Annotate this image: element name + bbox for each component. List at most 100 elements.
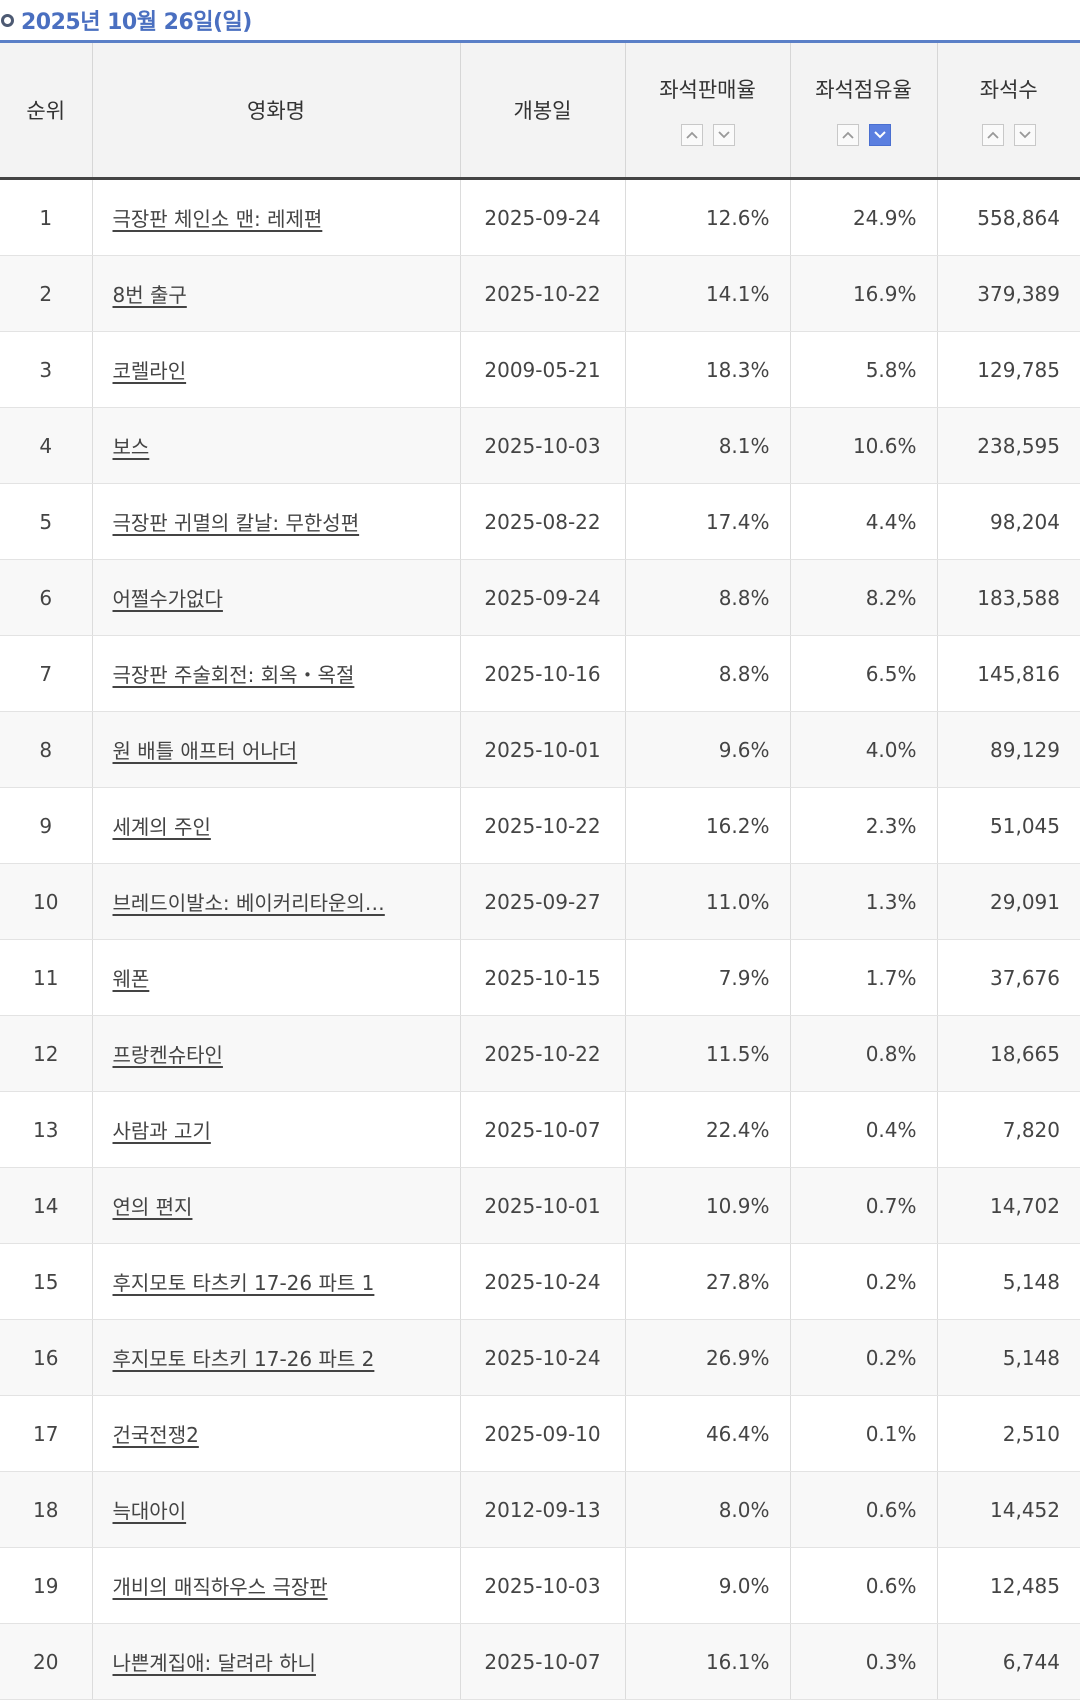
sort-share-asc-button[interactable] bbox=[836, 124, 859, 146]
sales-rate-cell: 26.9% bbox=[624, 1319, 790, 1396]
sort-seats-desc-button[interactable] bbox=[1013, 124, 1036, 146]
movie-title-link[interactable]: 후지모토 타츠키 17-26 파트 2 bbox=[112, 1347, 375, 1371]
share-cell: 4.0% bbox=[789, 711, 937, 788]
sort-share-desc-button[interactable] bbox=[868, 124, 891, 146]
column-header-seats: 좌석수 bbox=[936, 43, 1080, 180]
title-cell: 코렐라인 bbox=[91, 331, 460, 408]
seats-cell: 183,588 bbox=[936, 559, 1080, 636]
sales-rate-cell: 22.4% bbox=[624, 1091, 790, 1168]
rank-cell: 13 bbox=[0, 1091, 92, 1168]
table-row: 15 후지모토 타츠키 17-26 파트 1 2025-10-24 27.8% 0.2%… bbox=[0, 1243, 1080, 1320]
share-cell: 0.7% bbox=[789, 1167, 937, 1244]
movie-title-link[interactable]: 웨폰 bbox=[112, 967, 150, 991]
rank-cell: 9 bbox=[0, 787, 92, 864]
rank-cell: 12 bbox=[0, 1015, 92, 1092]
rank-cell: 20 bbox=[0, 1623, 92, 1700]
table-row: 16 후지모토 타츠키 17-26 파트 2 2025-10-24 26.9% 0.2%… bbox=[0, 1319, 1080, 1396]
movie-title-link[interactable]: 어쩔수가없다 bbox=[112, 587, 223, 611]
title-cell: 후지모토 타츠키 17-26 파트 2 bbox=[91, 1319, 460, 1396]
title-cell: 극장판 귀멸의 칼날: 무한성편 bbox=[91, 483, 460, 560]
sort-sales-asc-button[interactable] bbox=[680, 124, 703, 146]
release-date-cell: 2025-10-07 bbox=[459, 1091, 625, 1168]
seats-cell: 145,816 bbox=[936, 635, 1080, 712]
movie-title-link[interactable]: 나쁜계집애: 달려라 하니 bbox=[112, 1651, 316, 1675]
seats-cell: 14,452 bbox=[936, 1471, 1080, 1548]
chevron-down-icon bbox=[717, 131, 730, 139]
seats-cell: 5,148 bbox=[936, 1243, 1080, 1320]
sort-sales-desc-button[interactable] bbox=[712, 124, 735, 146]
share-cell: 1.7% bbox=[789, 939, 937, 1016]
title-cell: 보스 bbox=[91, 407, 460, 484]
release-date-cell: 2025-10-07 bbox=[459, 1623, 625, 1700]
share-cell: 6.5% bbox=[789, 635, 937, 712]
sales-rate-cell: 9.6% bbox=[624, 711, 790, 788]
table-row: 3 코렐라인 2009-05-21 18.3% 5.8% 129,785 bbox=[0, 331, 1080, 408]
release-date-cell: 2025-10-01 bbox=[459, 1167, 625, 1244]
table-row: 7 극장판 주술회전: 회옥・옥절 2025-10-16 8.8% 6.5% 145,81… bbox=[0, 635, 1080, 712]
release-date-cell: 2025-09-24 bbox=[459, 559, 625, 636]
circle-bullet-icon bbox=[1, 13, 14, 27]
movie-title-link[interactable]: 연의 편지 bbox=[112, 1195, 193, 1219]
movie-title-link[interactable]: 코렐라인 bbox=[112, 359, 187, 383]
release-date-cell: 2009-05-21 bbox=[459, 331, 625, 408]
release-date-cell: 2025-10-22 bbox=[459, 255, 625, 332]
rank-cell: 17 bbox=[0, 1395, 92, 1472]
rank-cell: 3 bbox=[0, 331, 92, 408]
sales-rate-cell: 8.1% bbox=[624, 407, 790, 484]
movie-title-link[interactable]: 원 배틀 애프터 어나더 bbox=[112, 739, 298, 763]
movie-title-link[interactable]: 8번 출구 bbox=[112, 283, 187, 307]
movie-title-link[interactable]: 극장판 귀멸의 칼날: 무한성편 bbox=[112, 511, 360, 535]
sales-rate-cell: 10.9% bbox=[624, 1167, 790, 1244]
title-cell: 후지모토 타츠키 17-26 파트 1 bbox=[91, 1243, 460, 1320]
movie-title-link[interactable]: 세계의 주인 bbox=[112, 815, 211, 839]
release-date-cell: 2025-10-22 bbox=[459, 1015, 625, 1092]
share-cell: 0.2% bbox=[789, 1243, 937, 1320]
seats-cell: 7,820 bbox=[936, 1091, 1080, 1168]
column-header-title: 영화명 bbox=[91, 43, 460, 180]
seats-cell: 12,485 bbox=[936, 1547, 1080, 1624]
release-date-cell: 2025-10-24 bbox=[459, 1243, 625, 1320]
sales-rate-cell: 9.0% bbox=[624, 1547, 790, 1624]
share-cell: 8.2% bbox=[789, 559, 937, 636]
share-cell: 0.6% bbox=[789, 1547, 937, 1624]
movie-title-link[interactable]: 극장판 주술회전: 회옥・옥절 bbox=[112, 663, 355, 687]
movie-title-link[interactable]: 보스 bbox=[112, 435, 150, 459]
rank-cell: 16 bbox=[0, 1319, 92, 1396]
seats-cell: 2,510 bbox=[936, 1395, 1080, 1472]
release-date-cell: 2025-10-03 bbox=[459, 1547, 625, 1624]
release-date-cell: 2025-10-24 bbox=[459, 1319, 625, 1396]
title-cell: 건국전쟁2 bbox=[91, 1395, 460, 1472]
title-cell: 개비의 매직하우스 극장판 bbox=[91, 1547, 460, 1624]
title-cell: 극장판 주술회전: 회옥・옥절 bbox=[91, 635, 460, 712]
sales-rate-cell: 16.1% bbox=[624, 1623, 790, 1700]
title-cell: 연의 편지 bbox=[91, 1167, 460, 1244]
sales-rate-cell: 8.0% bbox=[624, 1471, 790, 1548]
movie-title-link[interactable]: 브레드이발소: 베이커리타운의… bbox=[112, 891, 385, 915]
sales-rate-cell: 46.4% bbox=[624, 1395, 790, 1472]
share-cell: 0.1% bbox=[789, 1395, 937, 1472]
movie-title-link[interactable]: 늑대아이 bbox=[112, 1499, 187, 1523]
title-cell: 원 배틀 애프터 어나더 bbox=[91, 711, 460, 788]
table-row: 18 늑대아이 2012-09-13 8.0% 0.6% 14,452 bbox=[0, 1471, 1080, 1548]
release-date-cell: 2025-10-01 bbox=[459, 711, 625, 788]
table-row: 2 8번 출구 2025-10-22 14.1% 16.9% 379,389 bbox=[0, 255, 1080, 332]
seats-cell: 37,676 bbox=[936, 939, 1080, 1016]
rank-cell: 10 bbox=[0, 863, 92, 940]
table-row: 20 나쁜계집애: 달려라 하니 2025-10-07 16.1% 0.3% 6,744 bbox=[0, 1623, 1080, 1700]
sales-rate-cell: 7.9% bbox=[624, 939, 790, 1016]
table-row: 5 극장판 귀멸의 칼날: 무한성편 2025-08-22 17.4% 4.4% 98,2… bbox=[0, 483, 1080, 560]
sort-seats-asc-button[interactable] bbox=[981, 124, 1004, 146]
movie-title-link[interactable]: 건국전쟁2 bbox=[112, 1423, 199, 1447]
title-cell: 웨폰 bbox=[91, 939, 460, 1016]
movie-title-link[interactable]: 후지모토 타츠키 17-26 파트 1 bbox=[112, 1271, 375, 1295]
seats-cell: 5,148 bbox=[936, 1319, 1080, 1396]
table-row: 10 브레드이발소: 베이커리타운의… 2025-09-27 11.0% 1.3% 29,… bbox=[0, 863, 1080, 940]
movie-title-link[interactable]: 극장판 체인소 맨: 레제편 bbox=[112, 207, 323, 231]
share-cell: 0.2% bbox=[789, 1319, 937, 1396]
sales-rate-cell: 11.5% bbox=[624, 1015, 790, 1092]
movie-title-link[interactable]: 프랑켄슈타인 bbox=[112, 1043, 223, 1067]
sales-rate-cell: 17.4% bbox=[624, 483, 790, 560]
movie-title-link[interactable]: 개비의 매직하우스 극장판 bbox=[112, 1575, 328, 1599]
sales-rate-cell: 8.8% bbox=[624, 635, 790, 712]
movie-title-link[interactable]: 사람과 고기 bbox=[112, 1119, 211, 1143]
